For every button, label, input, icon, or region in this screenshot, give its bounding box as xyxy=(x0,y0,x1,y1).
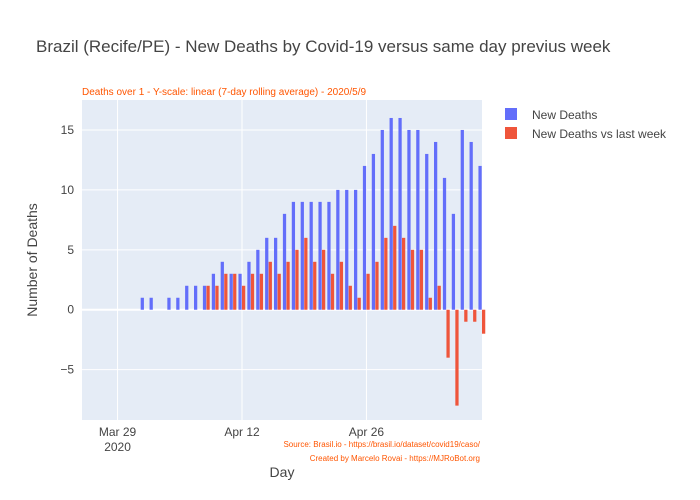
bar-new-deaths-vs-last-week[interactable] xyxy=(330,273,335,310)
bar-new-deaths[interactable] xyxy=(238,273,242,310)
bar-new-deaths[interactable] xyxy=(149,297,153,310)
bar-new-deaths[interactable] xyxy=(416,129,420,310)
bar-new-deaths-vs-last-week[interactable] xyxy=(277,273,281,310)
legend-item-vs-last-week[interactable]: New Deaths vs last week xyxy=(505,127,667,141)
bar-new-deaths[interactable] xyxy=(478,165,482,310)
bar-new-deaths-vs-last-week[interactable] xyxy=(446,309,450,358)
bar-new-deaths[interactable] xyxy=(451,213,456,310)
bar-new-deaths-vs-last-week[interactable] xyxy=(313,261,317,310)
bar-new-deaths-vs-last-week[interactable] xyxy=(482,309,486,334)
bar-new-deaths[interactable] xyxy=(336,189,340,310)
legend-swatch-new-deaths xyxy=(505,108,517,120)
legend-swatch-vs-last-week xyxy=(505,127,517,139)
bar-new-deaths-vs-last-week[interactable] xyxy=(233,273,237,310)
bar-new-deaths-vs-last-week[interactable] xyxy=(250,273,255,310)
x-tick-label: Mar 29 xyxy=(99,425,137,439)
bar-new-deaths-vs-last-week[interactable] xyxy=(464,309,468,322)
bar-new-deaths-vs-last-week[interactable] xyxy=(286,261,290,310)
bar-new-deaths[interactable] xyxy=(309,201,313,310)
bar-new-deaths-vs-last-week[interactable] xyxy=(402,237,406,310)
bar-new-deaths[interactable] xyxy=(425,153,429,310)
bar-new-deaths[interactable] xyxy=(202,285,207,310)
bar-new-deaths[interactable] xyxy=(460,129,464,310)
bar-new-deaths[interactable] xyxy=(407,129,411,310)
x-axis-title: Day xyxy=(270,464,295,480)
bar-new-deaths[interactable] xyxy=(371,153,376,310)
bar-new-deaths-vs-last-week[interactable] xyxy=(410,249,415,310)
y-ticks: −5 0 5 10 15 xyxy=(60,123,74,377)
chart-title: Brazil (Recife/PE) - New Deaths by Covid… xyxy=(36,37,611,56)
bar-new-deaths-vs-last-week[interactable] xyxy=(393,225,397,310)
grid xyxy=(82,100,482,420)
bar-new-deaths[interactable] xyxy=(291,201,296,310)
bar-new-deaths[interactable] xyxy=(211,273,216,310)
bar-new-deaths-vs-last-week[interactable] xyxy=(224,273,228,310)
bar-new-deaths-vs-last-week[interactable] xyxy=(304,237,308,310)
source-credit: Source: Brasil.io - https://brasil.io/da… xyxy=(283,440,480,449)
y-tick-label: 0 xyxy=(67,303,74,317)
bar-new-deaths[interactable] xyxy=(469,141,473,310)
bar-new-deaths[interactable] xyxy=(256,249,260,310)
bar-new-deaths-vs-last-week[interactable] xyxy=(268,261,272,310)
bar-new-deaths[interactable] xyxy=(229,273,233,310)
bar-new-deaths-vs-last-week[interactable] xyxy=(215,285,219,310)
x-tick-label: Apr 12 xyxy=(224,425,260,439)
bar-new-deaths-vs-last-week[interactable] xyxy=(428,297,432,310)
bar-new-deaths-vs-last-week[interactable] xyxy=(259,273,264,310)
bar-new-deaths[interactable] xyxy=(434,141,438,310)
y-tick-label: 5 xyxy=(67,243,74,257)
bar-new-deaths[interactable] xyxy=(345,189,349,310)
bar-new-deaths-vs-last-week[interactable] xyxy=(437,285,441,310)
legend-label-new-deaths: New Deaths xyxy=(532,108,597,122)
bar-new-deaths-vs-last-week[interactable] xyxy=(366,273,370,310)
bar-new-deaths[interactable] xyxy=(194,285,198,310)
bar-new-deaths-vs-last-week[interactable] xyxy=(473,309,477,322)
legend[interactable]: New Deaths New Deaths vs last week xyxy=(505,108,667,141)
y-tick-label: 10 xyxy=(61,183,75,197)
bar-new-deaths-vs-last-week[interactable] xyxy=(375,261,379,310)
bar-new-deaths[interactable] xyxy=(167,297,171,310)
bar-new-deaths[interactable] xyxy=(274,237,278,310)
bar-new-deaths[interactable] xyxy=(354,189,358,310)
author-credit: Created by Marcelo Rovai - https://MJRoB… xyxy=(310,454,480,463)
bar-new-deaths[interactable] xyxy=(380,129,384,310)
legend-label-vs-last-week: New Deaths vs last week xyxy=(532,127,667,141)
bar-new-deaths[interactable] xyxy=(140,297,144,310)
bar-new-deaths-vs-last-week[interactable] xyxy=(295,249,299,310)
bar-new-deaths[interactable] xyxy=(318,201,322,310)
y-tick-label: −5 xyxy=(60,363,74,377)
bar-new-deaths[interactable] xyxy=(247,261,251,310)
bar-new-deaths[interactable] xyxy=(442,177,447,310)
bar-new-deaths[interactable] xyxy=(398,117,402,310)
bars xyxy=(140,117,486,406)
bar-new-deaths[interactable] xyxy=(327,201,331,310)
bar-new-deaths-vs-last-week[interactable] xyxy=(242,285,246,310)
bar-new-deaths-vs-last-week[interactable] xyxy=(348,285,352,310)
bar-new-deaths-vs-last-week[interactable] xyxy=(384,237,388,310)
chart-subtitle: Deaths over 1 - Y-scale: linear (7-day r… xyxy=(82,87,366,98)
bar-new-deaths-vs-last-week[interactable] xyxy=(419,249,424,310)
bar-new-deaths[interactable] xyxy=(389,117,393,310)
x-tick-label: Apr 26 xyxy=(349,425,385,439)
legend-item-new-deaths[interactable]: New Deaths xyxy=(505,108,597,122)
bar-new-deaths-vs-last-week[interactable] xyxy=(357,297,361,310)
y-axis-title: Number of Deaths xyxy=(24,203,40,317)
bar-new-deaths[interactable] xyxy=(282,213,287,310)
bar-new-deaths-vs-last-week[interactable] xyxy=(455,309,459,406)
bar-new-deaths[interactable] xyxy=(362,165,367,310)
bar-new-deaths[interactable] xyxy=(185,285,189,310)
plot-background xyxy=(82,100,482,420)
bar-new-deaths-vs-last-week[interactable] xyxy=(339,261,344,310)
y-tick-label: 15 xyxy=(61,123,75,137)
bar-new-deaths[interactable] xyxy=(220,261,224,310)
bar-new-deaths[interactable] xyxy=(300,201,304,310)
bar-new-deaths-vs-last-week[interactable] xyxy=(322,249,326,310)
x-tick-sublabel: 2020 xyxy=(104,440,131,454)
bar-new-deaths-vs-last-week[interactable] xyxy=(206,285,210,310)
bar-new-deaths[interactable] xyxy=(265,237,269,310)
bar-new-deaths[interactable] xyxy=(176,297,180,310)
